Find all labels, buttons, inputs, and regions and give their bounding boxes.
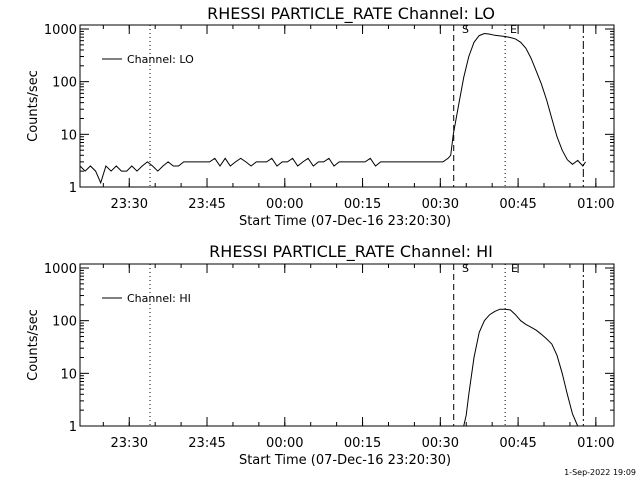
panel-lo-plot-area: 1 10 100 1000 23:30 23:45 00:00 00:15 00:30 00:45…	[44, 23, 615, 212]
panel-hi: RHESSI PARTICLE_RATE Channel: HI Counts/…	[26, 242, 615, 468]
panel-lo-xtick-label: 00:15	[344, 197, 381, 212]
panel-hi-ylabel: Counts/sec	[26, 309, 41, 381]
panel-lo-ytick-label: 1	[69, 181, 77, 196]
panel-hi-xtick-label: 01:00	[577, 436, 614, 451]
panel-lo-xtick-label: 23:30	[111, 197, 148, 212]
timestamp: 1-Sep-2022 19:09	[564, 468, 636, 477]
panel-hi-xtick-label: 00:45	[499, 436, 536, 451]
panel-lo-series-line	[79, 32, 586, 185]
panel-lo-title: RHESSI PARTICLE_RATE Channel: LO	[207, 4, 495, 24]
panel-lo-ylabel: Counts/sec	[26, 70, 41, 142]
panel-hi-legend-label: Channel: HI	[127, 292, 191, 305]
panel-hi-xtick-label: 00:15	[344, 436, 381, 451]
panel-hi-frame	[79, 263, 615, 427]
panel-lo-marker-s: S	[462, 23, 469, 36]
panel-lo-ytick-label: 1000	[44, 23, 77, 38]
panel-lo-xtick-label: 23:45	[188, 197, 225, 212]
panel-hi-ytick-label: 1	[69, 420, 77, 435]
panel-hi-xtick-label: 23:45	[188, 436, 225, 451]
panel-lo-xtick-label: 00:45	[499, 197, 536, 212]
panel-lo-ytick-label: 10	[60, 128, 77, 143]
panel-hi-ytick-label: 100	[52, 315, 77, 330]
panel-lo-legend-label: Channel: LO	[127, 53, 194, 66]
panel-hi-xtick-label: 23:30	[111, 436, 148, 451]
panel-lo-xtick-label: 00:30	[422, 197, 459, 212]
panel-lo-ytick-label: 100	[52, 76, 77, 91]
panel-hi-xtick-label: 00:00	[266, 436, 303, 451]
panel-hi-plot-area: 1 10 100 1000 23:30 23:45 00:00 00:15 00:30 00:45…	[44, 262, 615, 451]
panel-hi-marker-s: S	[462, 262, 469, 275]
panel-hi-ytick-label: 1000	[44, 262, 77, 277]
panel-lo-xlabel: Start Time (07-Dec-16 23:20:30)	[239, 214, 451, 229]
panel-hi-marker-e: E	[511, 262, 518, 275]
panel-lo-marker-e: E	[510, 23, 517, 36]
panel-hi-series-line	[463, 308, 579, 427]
panel-hi-title: RHESSI PARTICLE_RATE Channel: HI	[209, 242, 493, 262]
panel-lo-xtick-label: 01:00	[577, 197, 614, 212]
panel-hi-xlabel: Start Time (07-Dec-16 23:20:30)	[239, 453, 451, 468]
panel-hi-ytick-label: 10	[60, 367, 77, 382]
panel-lo: RHESSI PARTICLE_RATE Channel: LO Counts/…	[26, 4, 615, 229]
panel-lo-frame	[79, 24, 615, 188]
panel-lo-xtick-label: 00:00	[266, 197, 303, 212]
panel-hi-xtick-label: 00:30	[422, 436, 459, 451]
